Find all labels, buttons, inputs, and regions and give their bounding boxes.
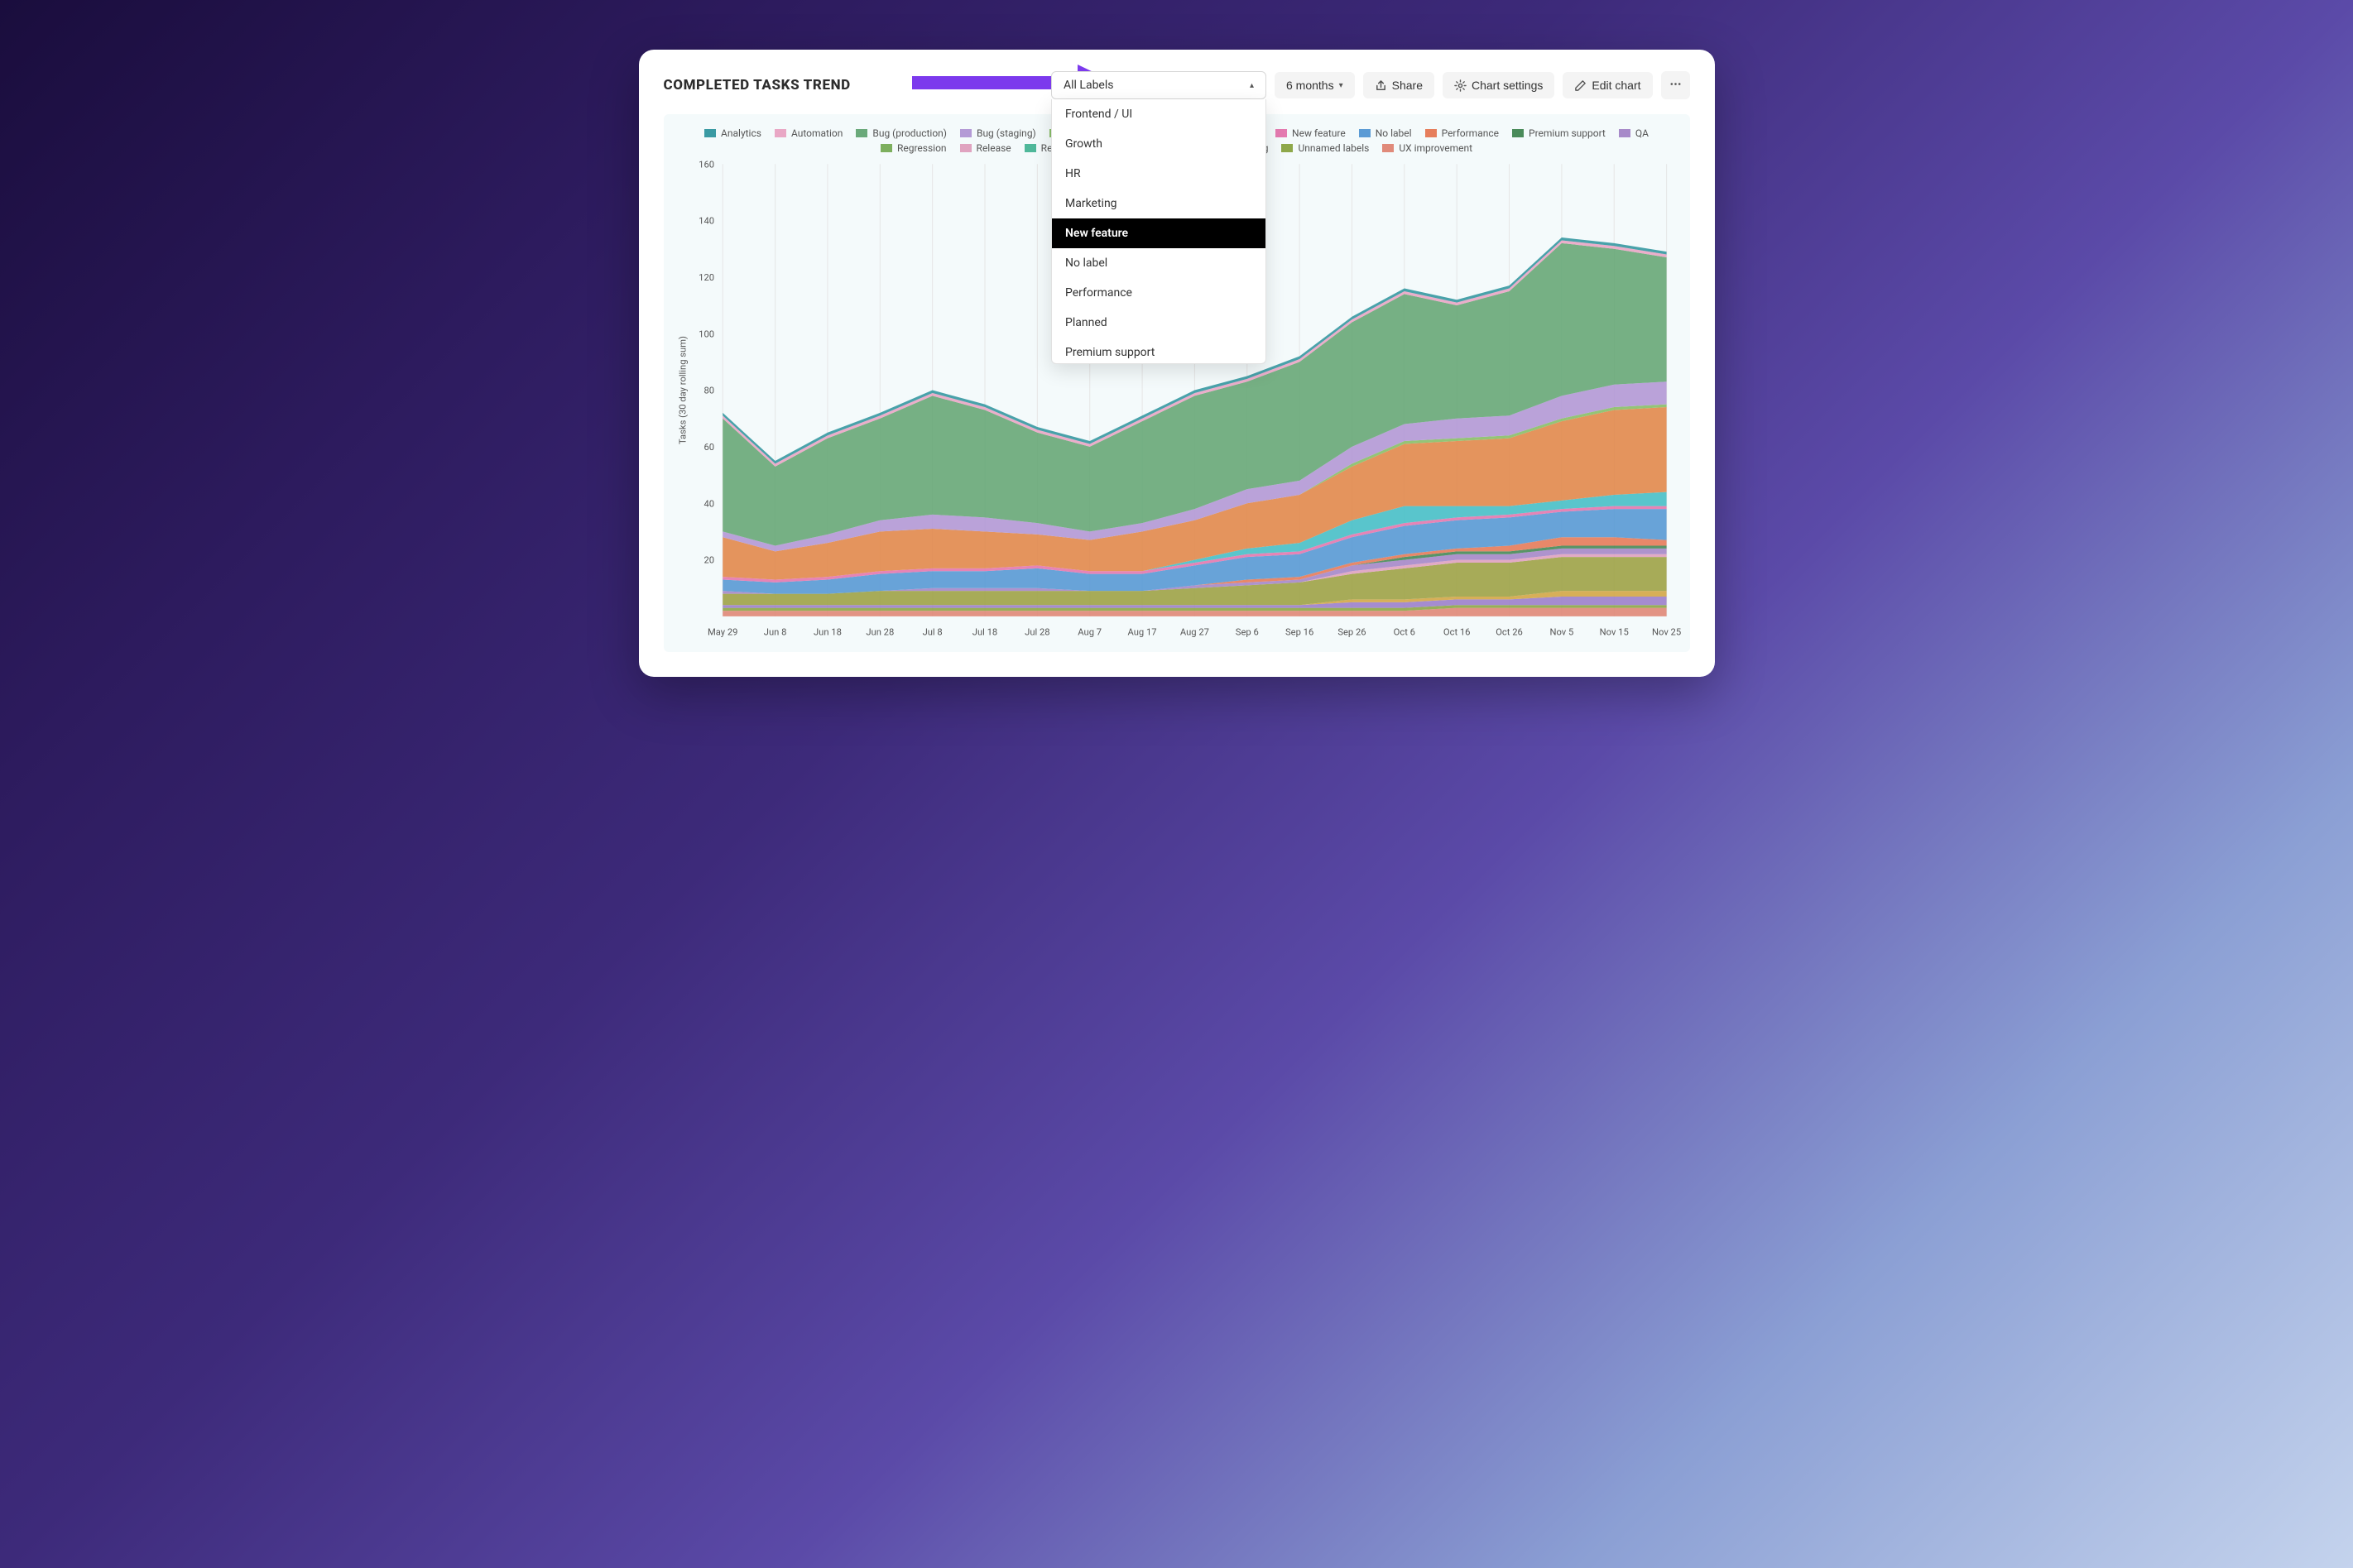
svg-text:140: 140 bbox=[699, 216, 714, 227]
legend-label: Unnamed labels bbox=[1298, 142, 1369, 154]
svg-text:120: 120 bbox=[699, 272, 714, 283]
legend-swatch bbox=[1025, 144, 1036, 152]
legend-swatch bbox=[1425, 129, 1437, 137]
legend-item[interactable]: Automation bbox=[775, 127, 843, 139]
svg-text:Oct 6: Oct 6 bbox=[1393, 626, 1414, 637]
legend-item[interactable]: UX improvement bbox=[1382, 142, 1472, 154]
legend-swatch bbox=[1512, 129, 1524, 137]
label-filter-menu: Frontend / UIGrowthHRMarketingNew featur… bbox=[1051, 99, 1266, 364]
svg-text:Tasks (30 day rolling sum): Tasks (30 day rolling sum) bbox=[677, 336, 688, 444]
legend-swatch bbox=[1382, 144, 1394, 152]
legend-swatch bbox=[881, 144, 892, 152]
time-range-label: 6 months bbox=[1286, 79, 1334, 92]
svg-text:Nov 25: Nov 25 bbox=[1652, 626, 1681, 637]
chevron-up-icon: ▴ bbox=[1250, 81, 1254, 90]
label-filter-option[interactable]: Growth bbox=[1052, 129, 1265, 159]
share-label: Share bbox=[1392, 79, 1423, 92]
svg-text:Jun 8: Jun 8 bbox=[763, 626, 786, 637]
svg-text:Jun 18: Jun 18 bbox=[813, 626, 841, 637]
edit-chart-button[interactable]: Edit chart bbox=[1563, 72, 1652, 98]
legend-label: Regression bbox=[897, 142, 947, 154]
svg-text:100: 100 bbox=[699, 328, 714, 339]
gear-icon bbox=[1454, 79, 1467, 92]
svg-text:May 29: May 29 bbox=[708, 626, 737, 637]
svg-text:Nov 5: Nov 5 bbox=[1549, 626, 1573, 637]
share-icon bbox=[1375, 79, 1387, 92]
label-filter-selected: All Labels bbox=[1064, 79, 1113, 92]
svg-text:Sep 26: Sep 26 bbox=[1337, 626, 1366, 637]
svg-text:Aug 7: Aug 7 bbox=[1078, 626, 1102, 637]
label-filter-option[interactable]: New feature bbox=[1052, 218, 1265, 248]
legend-item[interactable]: Performance bbox=[1425, 127, 1499, 139]
label-filter-option[interactable]: No label bbox=[1052, 248, 1265, 278]
more-icon bbox=[1669, 78, 1682, 93]
legend-swatch bbox=[856, 129, 867, 137]
legend-swatch bbox=[960, 144, 972, 152]
legend-item[interactable]: Analytics bbox=[704, 127, 761, 139]
label-filter-trigger[interactable]: All Labels ▴ bbox=[1051, 71, 1266, 99]
legend-item[interactable]: QA bbox=[1619, 127, 1649, 139]
label-filter-option[interactable]: HR bbox=[1052, 159, 1265, 189]
legend-swatch bbox=[704, 129, 716, 137]
svg-text:Jul 18: Jul 18 bbox=[972, 626, 996, 637]
label-filter-option[interactable]: Marketing bbox=[1052, 189, 1265, 218]
svg-text:80: 80 bbox=[703, 386, 714, 396]
card-title: COMPLETED TASKS TREND bbox=[664, 77, 851, 94]
legend-item[interactable]: Regression bbox=[881, 142, 947, 154]
label-filter-option[interactable]: Frontend / UI bbox=[1052, 99, 1265, 129]
edit-chart-label: Edit chart bbox=[1592, 79, 1640, 92]
legend-label: Premium support bbox=[1529, 127, 1606, 139]
legend-swatch bbox=[775, 129, 786, 137]
legend-swatch bbox=[1275, 129, 1287, 137]
chart-settings-label: Chart settings bbox=[1472, 79, 1543, 92]
label-filter-dropdown[interactable]: All Labels ▴ Frontend / UIGrowthHRMarket… bbox=[1051, 71, 1266, 99]
legend-item[interactable]: No label bbox=[1359, 127, 1412, 139]
svg-text:Jun 28: Jun 28 bbox=[866, 626, 894, 637]
svg-text:Nov 15: Nov 15 bbox=[1599, 626, 1628, 637]
svg-text:40: 40 bbox=[703, 498, 714, 509]
legend-swatch bbox=[1359, 129, 1371, 137]
svg-text:Sep 6: Sep 6 bbox=[1235, 626, 1258, 637]
svg-text:Aug 27: Aug 27 bbox=[1179, 626, 1208, 637]
svg-text:60: 60 bbox=[703, 442, 714, 453]
more-menu-button[interactable] bbox=[1661, 71, 1690, 99]
legend-label: QA bbox=[1635, 127, 1649, 139]
legend-label: Release bbox=[977, 142, 1011, 154]
legend-item[interactable]: Unnamed labels bbox=[1281, 142, 1369, 154]
svg-text:Aug 17: Aug 17 bbox=[1127, 626, 1156, 637]
legend-label: Analytics bbox=[721, 127, 761, 139]
svg-text:20: 20 bbox=[703, 555, 714, 566]
card-header: COMPLETED TASKS TREND All Labels ▴ Front… bbox=[664, 71, 1690, 99]
legend-item[interactable]: Premium support bbox=[1512, 127, 1606, 139]
svg-text:Oct 16: Oct 16 bbox=[1443, 626, 1470, 637]
chevron-down-icon: ▾ bbox=[1339, 81, 1343, 90]
legend-swatch bbox=[1281, 144, 1293, 152]
legend-item[interactable]: Bug (production) bbox=[856, 127, 947, 139]
legend-label: New feature bbox=[1292, 127, 1346, 139]
legend-item[interactable]: Bug (staging) bbox=[960, 127, 1036, 139]
legend-item[interactable]: New feature bbox=[1275, 127, 1346, 139]
time-range-button[interactable]: 6 months ▾ bbox=[1275, 72, 1355, 98]
legend-label: Performance bbox=[1442, 127, 1499, 139]
pencil-icon bbox=[1574, 79, 1587, 92]
legend-label: UX improvement bbox=[1399, 142, 1472, 154]
legend-item[interactable]: Release bbox=[960, 142, 1011, 154]
svg-text:Jul 28: Jul 28 bbox=[1025, 626, 1049, 637]
legend-label: No label bbox=[1376, 127, 1412, 139]
legend-swatch bbox=[1619, 129, 1630, 137]
label-filter-option[interactable]: Performance bbox=[1052, 278, 1265, 308]
svg-text:Oct 26: Oct 26 bbox=[1496, 626, 1523, 637]
svg-text:Sep 16: Sep 16 bbox=[1285, 626, 1313, 637]
share-button[interactable]: Share bbox=[1363, 72, 1434, 98]
legend-label: Automation bbox=[791, 127, 843, 139]
label-filter-option[interactable]: Premium support bbox=[1052, 338, 1265, 364]
legend-label: Bug (staging) bbox=[977, 127, 1036, 139]
legend-swatch bbox=[960, 129, 972, 137]
legend-label: Bug (production) bbox=[872, 127, 947, 139]
svg-text:Jul 8: Jul 8 bbox=[922, 626, 942, 637]
svg-text:160: 160 bbox=[699, 159, 714, 170]
label-filter-option[interactable]: Planned bbox=[1052, 308, 1265, 338]
chart-settings-button[interactable]: Chart settings bbox=[1443, 72, 1554, 98]
chart-card: COMPLETED TASKS TREND All Labels ▴ Front… bbox=[639, 50, 1715, 677]
